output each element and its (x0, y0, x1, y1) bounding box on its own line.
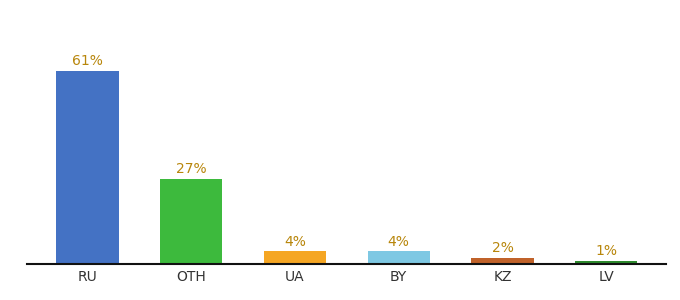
Text: 4%: 4% (284, 235, 306, 249)
Bar (264, 251, 326, 264)
Text: 1%: 1% (595, 244, 617, 258)
Text: 27%: 27% (176, 162, 207, 176)
Bar (471, 258, 534, 264)
Text: 61%: 61% (72, 54, 103, 68)
Text: 2%: 2% (492, 241, 513, 255)
Bar (368, 251, 430, 264)
Bar (575, 261, 637, 264)
Bar (56, 71, 118, 264)
Text: 4%: 4% (388, 235, 409, 249)
Bar (160, 178, 222, 264)
